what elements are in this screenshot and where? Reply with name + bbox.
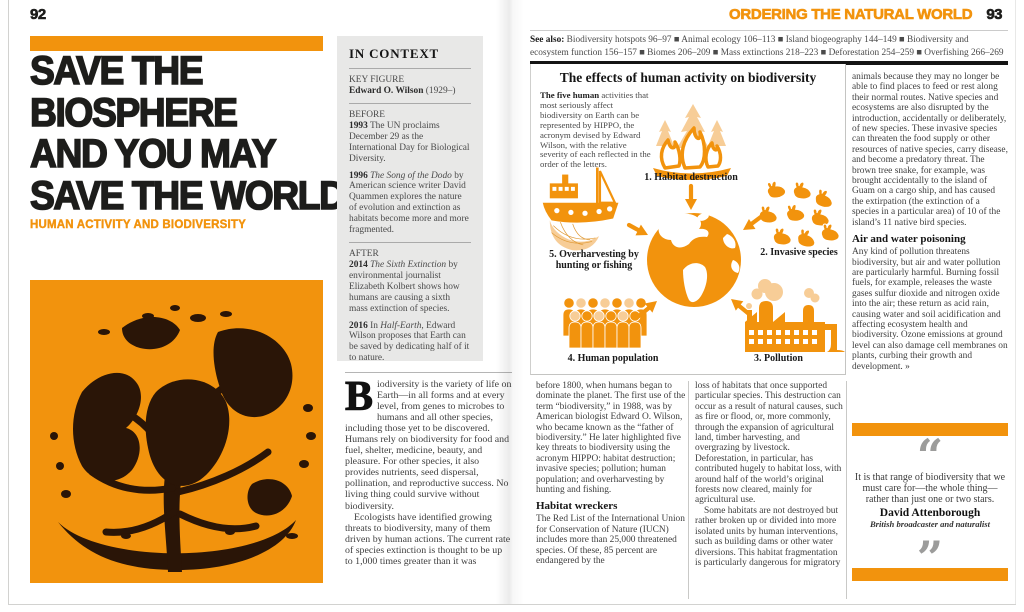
quote-accent-bar-top bbox=[852, 423, 1008, 436]
header-right: ORDERING THE NATURAL WORLD 93 bbox=[729, 6, 1003, 24]
after-label: AFTER bbox=[349, 248, 379, 259]
column-divider bbox=[688, 381, 689, 599]
feature-title: SAVE THE BIOSPHERE AND YOU MAY SAVE THE … bbox=[29, 49, 360, 218]
diagram-label-habitat: 1. Habitat destruction bbox=[644, 172, 738, 183]
arrow-icon bbox=[626, 183, 765, 319]
divider bbox=[349, 68, 471, 69]
title-line: SAVE THE WORLD bbox=[29, 173, 346, 218]
see-also-entries: Biodiversity hotspots 96–97 ■ Animal eco… bbox=[530, 35, 1004, 58]
feature-artwork-panel bbox=[30, 280, 323, 583]
title-line: SAVE THE bbox=[29, 49, 204, 93]
paragraph: The Red List of the International Union … bbox=[536, 514, 685, 567]
timeline-item: 2014 The Sixth Extinction by environment… bbox=[349, 259, 460, 314]
in-context-panel: IN CONTEXT KEY FIGURE Edward O. Wilson (… bbox=[337, 36, 483, 361]
before-label: BEFORE bbox=[349, 109, 385, 120]
hippo-diagram-art bbox=[542, 104, 845, 352]
diagram-label-population: 4. Human population bbox=[567, 353, 659, 364]
column-divider bbox=[846, 381, 847, 599]
diagram-title: The effects of human activity on biodive… bbox=[559, 70, 817, 85]
intro-paragraph: Ecologists have identified growing threa… bbox=[345, 511, 511, 567]
article-column-2: before 1800, when humans began to domina… bbox=[536, 381, 686, 567]
timeline-item: 1996 The Song of the Dodo by American sc… bbox=[349, 170, 469, 236]
diagram-caption: The five human activities that most seri… bbox=[540, 90, 651, 170]
burning-forest-icon bbox=[653, 104, 731, 180]
pull-quote: “ It is that range of biodiversity that … bbox=[852, 429, 1008, 581]
article-column-4: animals because they may no longer be ab… bbox=[852, 72, 1008, 372]
quote-text: It is that range of biodiversity that we… bbox=[854, 472, 1006, 505]
quote-marks-icon: “ bbox=[916, 429, 944, 483]
section-title: ORDERING THE NATURAL WORLD bbox=[729, 6, 973, 24]
see-also-label: See also: bbox=[530, 35, 567, 45]
diagram-label-invasive: 2. Invasive species bbox=[760, 247, 838, 258]
title-line: AND YOU MAY bbox=[29, 132, 277, 176]
rabbits-icon bbox=[758, 178, 840, 249]
diagram-label-pollution: 3. Pollution bbox=[754, 353, 803, 364]
feature-subtitle: HUMAN ACTIVITY AND BIODIVERSITY bbox=[30, 219, 246, 231]
divider bbox=[345, 372, 512, 373]
quote-author-role: British broadcaster and naturalist bbox=[869, 519, 991, 530]
globe-icon bbox=[647, 213, 741, 307]
paragraph: Some habitats are not destroyed but rath… bbox=[695, 505, 841, 568]
page-edge-left bbox=[8, 0, 9, 605]
crowd-icon bbox=[562, 297, 648, 349]
divider bbox=[349, 102, 471, 104]
quote-author: David Attenborough bbox=[879, 507, 981, 520]
page-edge-bottom bbox=[8, 604, 1016, 605]
page-edge-right bbox=[1015, 0, 1016, 605]
divider bbox=[349, 241, 471, 243]
timeline-item: 1993 The UN proclaims December 29 as the… bbox=[349, 120, 470, 164]
title-line: BIOSPHERE bbox=[29, 90, 238, 135]
page-number-left: 92 bbox=[30, 6, 47, 24]
paragraph: before 1800, when humans began to domina… bbox=[536, 381, 686, 496]
page-number-right: 93 bbox=[986, 6, 1003, 24]
page-gutter bbox=[496, 0, 524, 604]
article-column-3: loss of habitats that once supported par… bbox=[695, 381, 845, 568]
paragraph: Any kind of pollution threatens biodiver… bbox=[852, 247, 1008, 372]
column-heading: Habitat wreckers bbox=[536, 500, 618, 513]
column-heading: Air and water poisoning bbox=[852, 233, 966, 246]
factory-icon bbox=[745, 279, 845, 352]
title-accent-bar bbox=[30, 36, 323, 51]
in-context-heading: IN CONTEXT bbox=[349, 46, 439, 61]
key-figure-label: KEY FIGURE bbox=[349, 75, 405, 85]
paragraph: loss of habitats that once supported par… bbox=[695, 381, 843, 506]
fishing-boat-icon bbox=[542, 167, 619, 251]
divider bbox=[530, 30, 1008, 31]
timeline-item: 2016 In Half-Earth, Edward Wilson propos… bbox=[349, 320, 470, 362]
key-figure: Edward O. Wilson (1929–) bbox=[349, 86, 456, 96]
tree-globe-icon bbox=[50, 305, 316, 572]
quote-accent-bar-bottom bbox=[852, 568, 1008, 581]
hippo-diagram: The effects of human activity on biodive… bbox=[530, 64, 846, 375]
paragraph: animals because they may no longer be ab… bbox=[852, 72, 1008, 228]
diagram-label-overharvesting: 5. Overharvesting by hunting or fishing bbox=[549, 249, 639, 271]
divider-heavy bbox=[530, 61, 1008, 65]
drop-cap: B bbox=[344, 374, 374, 420]
see-also: See also: Biodiversity hotspots 96–97 ■ … bbox=[530, 34, 1008, 59]
